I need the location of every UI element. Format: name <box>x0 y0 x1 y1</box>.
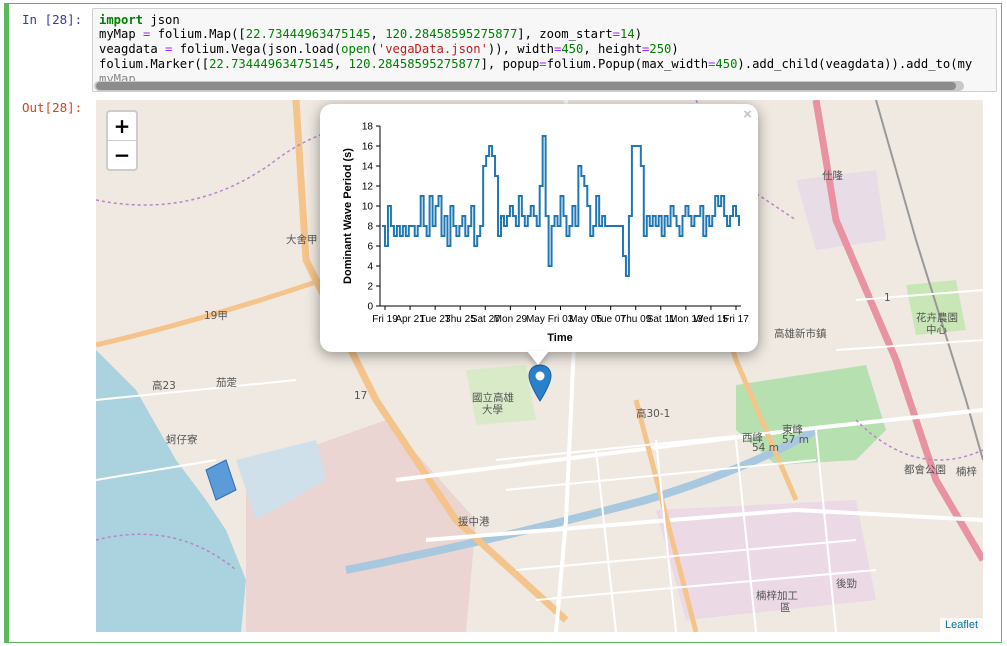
popup-close-button[interactable]: × <box>743 106 752 123</box>
map-label: 17 <box>354 390 368 402</box>
y-tick-label: 12 <box>362 182 374 193</box>
x-tick-label: Mon 29 <box>494 314 528 325</box>
y-tick-label: 4 <box>367 262 373 273</box>
map-label: 花卉農園 <box>916 312 958 324</box>
scrollbar-thumb[interactable] <box>96 82 956 90</box>
map-label: 大舍甲 <box>286 234 318 246</box>
map-label: 仕隆 <box>822 170 843 182</box>
x-tick-label: Tue 23 <box>420 314 451 325</box>
map-label: 楠梓 <box>956 466 977 478</box>
code-horizontal-scrollbar[interactable] <box>94 81 964 91</box>
map-label: 東峰 <box>782 424 803 436</box>
input-prompt: In [28]: <box>22 12 83 27</box>
x-tick-label: Mon 13 <box>669 314 703 325</box>
zoom-in-button[interactable]: + <box>108 112 136 141</box>
code-line-1: import json <box>99 13 180 27</box>
map-marker-icon[interactable] <box>528 364 552 402</box>
map-label: 國立高雄 <box>472 392 514 404</box>
chart-x-axis-label: Time <box>547 332 572 344</box>
y-tick-label: 6 <box>367 242 373 253</box>
keyword-import: import <box>99 13 144 27</box>
y-tick-label: 8 <box>367 222 373 233</box>
x-tick-label: Thu 09 <box>620 314 652 325</box>
output-prompt: Out[28]: <box>22 100 83 115</box>
map-label: 高30-1 <box>636 408 671 420</box>
leaflet-attribution-link[interactable]: Leaflet <box>939 618 983 632</box>
x-tick-label: Apr 21 <box>395 314 425 325</box>
x-tick-label: Wed 15 <box>694 314 729 325</box>
popup-tip <box>527 351 549 365</box>
x-tick-label: Fri 17 <box>723 314 749 325</box>
x-tick-label: Fri 19 <box>372 314 398 325</box>
map-label: 茄萣 <box>216 377 237 389</box>
y-tick-label: 14 <box>362 162 374 173</box>
map-label: 高雄新市鎮 <box>774 328 827 340</box>
map-label: 都會公園 <box>904 464 946 476</box>
map-label: 57 m <box>782 434 809 446</box>
x-tick-label: Thu 25 <box>445 314 477 325</box>
map-label: 區 <box>780 602 791 614</box>
map-label: 楠梓加工 <box>756 590 798 602</box>
map-label: 1 <box>884 292 891 304</box>
x-tick-label: Tue 07 <box>595 314 626 325</box>
x-tick-label: Fri 03 <box>548 314 574 325</box>
marker-popup: × 0 2 4 6 8 10 12 14 16 18 Fri 19 Apr 21 Tue 23 Thu … <box>320 104 758 352</box>
zoom-out-button[interactable]: − <box>113 143 131 167</box>
x-tick-label: Sat 11 <box>647 314 676 325</box>
code-line-4: folium.Marker([22.73444963475145, 120.28… <box>99 57 973 71</box>
leaflet-map[interactable]: 大舍甲 仕隆高雄新市鎮 花卉農園 中心茄萣蚵仔寮 國立高雄 大學援中港後勁楠梓加工區 都會公… <box>96 100 983 632</box>
map-label: 西峰 <box>742 432 763 444</box>
code-editor[interactable]: import json myMap = folium.Map([22.73444… <box>92 8 997 92</box>
map-label: 54 m <box>752 442 779 454</box>
map-label: 中心 <box>926 324 947 336</box>
x-tick-label: Sat 27 <box>471 314 500 325</box>
y-tick-label: 10 <box>362 202 374 213</box>
map-label: 蚵仔寮 <box>166 434 198 446</box>
y-tick-label: 2 <box>367 282 373 293</box>
x-tick-label: May <box>526 314 545 325</box>
y-tick-label: 16 <box>362 142 374 153</box>
map-label: 19甲 <box>204 310 228 322</box>
y-tick-label: 18 <box>362 122 374 133</box>
y-tick-label: 0 <box>367 302 373 313</box>
code-line-3: veagdata = folium.Vega(json.load(open('v… <box>99 42 679 56</box>
x-tick-label: May 05 <box>569 314 602 325</box>
map-label: 高23 <box>152 380 176 392</box>
zoom-control: + − <box>106 110 138 171</box>
map-label: 大學 <box>482 404 503 416</box>
map-label: 後勁 <box>836 578 857 590</box>
code-line-2: myMap = folium.Map([22.73444963475145, 1… <box>99 27 643 41</box>
chart-y-axis-label: Dominant Wave Period (s) <box>342 148 354 284</box>
chart-series-line <box>382 135 740 277</box>
map-label: 援中港 <box>458 516 490 528</box>
